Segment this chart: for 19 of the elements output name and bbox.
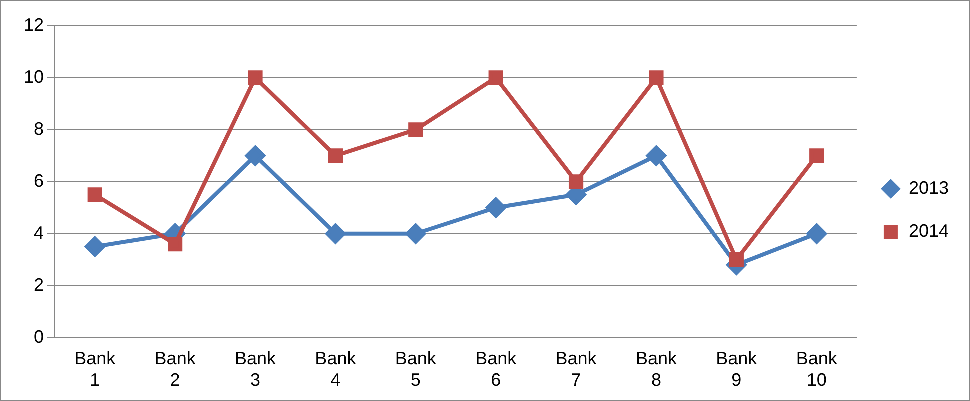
x-tick-label: Bank 3: [234, 348, 278, 390]
x-tick-label: Bank 10: [796, 348, 838, 390]
legend-label: 2013: [908, 178, 950, 198]
y-tick-label: 6: [34, 170, 44, 191]
y-tick-label: 4: [34, 222, 44, 243]
x-tick-label: Bank 6: [476, 348, 518, 390]
y-tick-label: 2: [34, 274, 44, 295]
y-tick-label: 12: [24, 14, 44, 35]
x-tick-label: Bank 8: [636, 348, 678, 390]
x-tick-label: Bank 2: [154, 348, 197, 390]
legend-label: 2014: [908, 220, 950, 241]
x-tick-label: Bank 7: [556, 348, 598, 390]
y-tick-label: 8: [34, 118, 44, 139]
x-tick-label: Bank 9: [716, 348, 758, 390]
y-tick-label: 0: [34, 326, 44, 347]
x-tick-label: Bank 5: [395, 348, 438, 390]
y-tick-label: 10: [24, 66, 44, 87]
x-tick-label: Bank 1: [74, 348, 117, 390]
x-tick-label: Bank 4: [315, 348, 358, 390]
